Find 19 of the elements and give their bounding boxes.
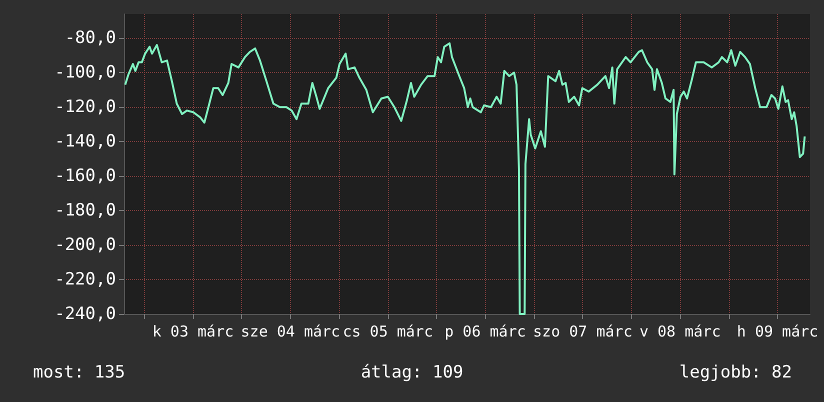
text: legjobb: 82 [679, 362, 792, 382]
y-tick-label: -240,0 [54, 304, 116, 324]
x-tick-label: p 06 márc [444, 322, 526, 340]
y-tick-label: -160,0 [54, 166, 116, 186]
y-tick-label: -180,0 [54, 200, 116, 221]
y-tick-label: -200,0 [54, 235, 116, 256]
x-tick-label: h 09 márc [736, 322, 818, 340]
y-tick-label: -220,0 [54, 270, 116, 290]
y-tick-label: -120,0 [54, 97, 116, 118]
y-tick-label: -140,0 [54, 132, 116, 152]
x-tick-label: szo 07 márc [533, 322, 632, 340]
x-tick-label: sze 04 márc [240, 322, 340, 340]
text: most: 135 [33, 362, 126, 382]
y-tick-label: -100,0 [54, 62, 116, 83]
x-tick-label: v 08 márc [639, 322, 721, 340]
y-tick-label: -80,0 [64, 28, 116, 48]
x-tick-label: k 03 márc [152, 322, 234, 340]
text: átlag: 109 [360, 362, 464, 382]
x-tick-label: cs 05 márc [342, 322, 433, 340]
